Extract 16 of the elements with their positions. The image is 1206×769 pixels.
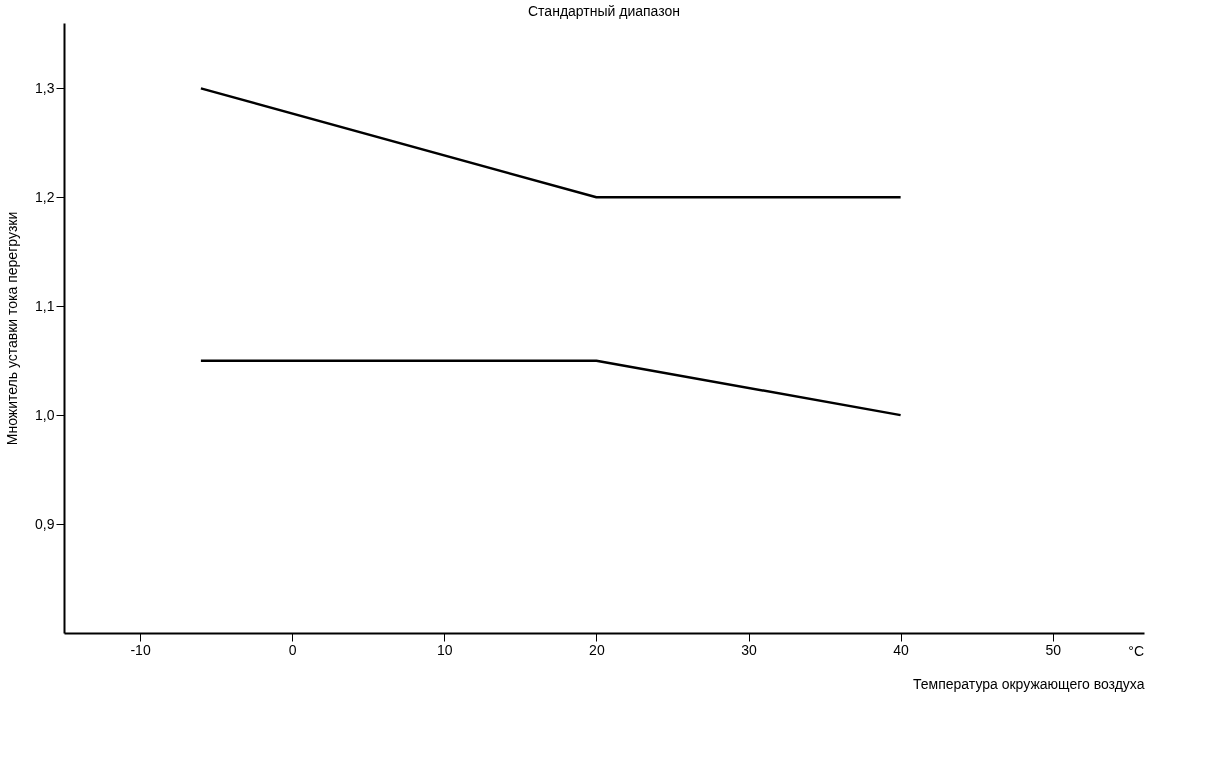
- y-axis-title: Множитель уставки тока перегрузки: [4, 211, 21, 446]
- x-axis-title: Температура окружающего воздуха: [913, 675, 1145, 692]
- y-tick-label: 0,9: [35, 515, 55, 532]
- y-tick-label: 1,2: [35, 188, 55, 205]
- x-tick-label: 50: [1045, 641, 1062, 658]
- x-tick-label: 10: [436, 641, 453, 658]
- y-tick-label: 1,0: [35, 406, 55, 423]
- chart-title: Стандартный диапазон: [528, 3, 680, 19]
- x-tick-label: 0: [288, 641, 297, 658]
- x-tick-label: 30: [741, 641, 757, 658]
- x-tick-label: 20: [589, 641, 605, 658]
- y-tick-label: 1,1: [35, 297, 55, 314]
- text: °C: [1128, 643, 1144, 659]
- y-tick-label: 1,3: [35, 79, 55, 96]
- x-tick-label: -10: [130, 641, 151, 658]
- x-tick-label: 40: [893, 641, 910, 658]
